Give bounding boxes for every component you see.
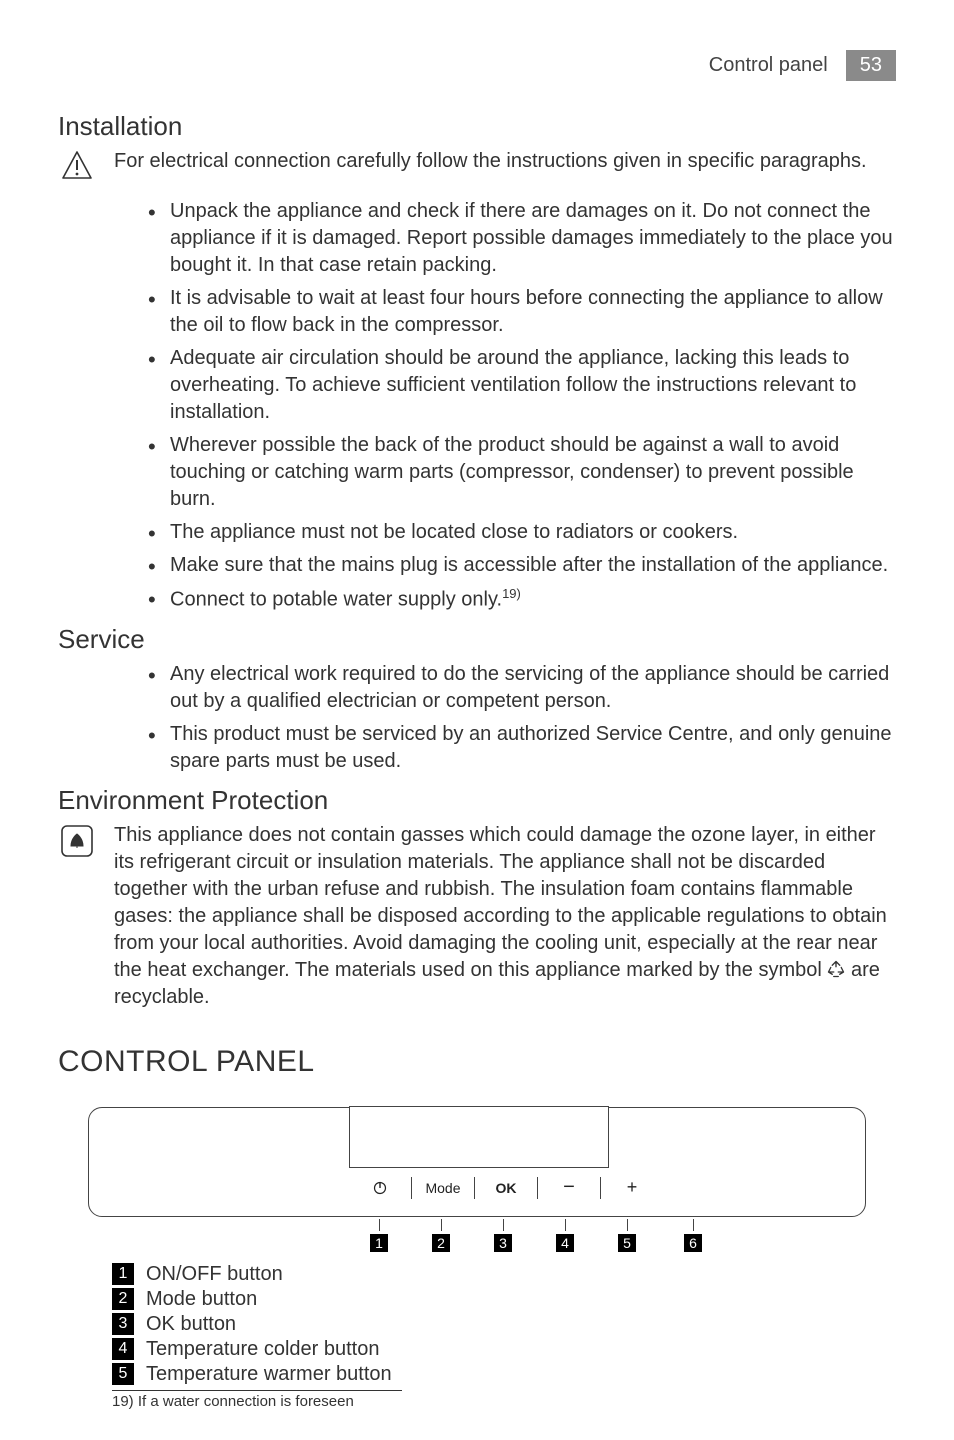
legend-num: 1 [112,1263,134,1285]
recycle-icon [827,959,845,981]
legend-row: 4 Temperature colder button [112,1338,896,1361]
diagram-label: 3 [472,1219,534,1252]
connector-line [663,1216,708,1218]
list-item: Wherever possible the back of the produc… [148,432,896,513]
diagram-label: 1 [348,1219,410,1252]
installation-intro-block: For electrical connection carefully foll… [58,148,896,180]
page-header: Control panel 53 [58,50,896,81]
footnote: 19) If a water connection is foreseen [112,1393,896,1410]
legend-row: 3 OK button [112,1313,896,1336]
label-num: 1 [370,1234,388,1252]
list-item: Connect to potable water supply only.19) [148,585,896,614]
header-title: Control panel [709,54,828,77]
environment-block: This appliance does not contain gasses w… [58,822,896,1011]
ok-button: OK [475,1172,537,1204]
environment-icon [58,822,96,858]
environment-heading: Environment Protection [58,785,896,816]
legend-text: Temperature colder button [146,1338,379,1361]
service-bullets: Any electrical work required to do the s… [58,661,896,775]
control-panel-heading: CONTROL PANEL [58,1045,896,1079]
list-item: Any electrical work required to do the s… [148,661,896,715]
legend-num: 2 [112,1288,134,1310]
legend-text: Mode button [146,1288,257,1311]
diagram-label: 5 [596,1219,658,1252]
power-icon [373,1181,387,1195]
list-item: The appliance must not be located close … [148,519,896,546]
page-number: 53 [846,50,896,81]
diagram-label: 2 [410,1219,472,1252]
list-item: It is advisable to wait at least four ho… [148,285,896,339]
list-item: This product must be serviced by an auth… [148,721,896,775]
list-item-text: Connect to potable water supply only. [170,589,502,611]
env-text-before: This appliance does not contain gasses w… [114,824,887,981]
panel-outline: Mode OK − + [88,1107,866,1217]
footnote-rule [112,1390,402,1391]
environment-text: This appliance does not contain gasses w… [114,822,896,1011]
mode-button: Mode [412,1172,474,1204]
diagram-label: 4 [534,1219,596,1252]
warning-icon [58,148,96,180]
label-num: 2 [432,1234,450,1252]
installation-bullets: Unpack the appliance and check if there … [58,198,896,614]
control-panel-legend: 1 ON/OFF button 2 Mode button 3 OK butto… [112,1263,896,1386]
installation-heading: Installation [58,111,896,142]
label-num: 3 [494,1234,512,1252]
power-button [349,1172,411,1204]
footnote-marker: 19) [502,586,521,601]
diagram-label: 6 [684,1219,702,1252]
installation-intro-text: For electrical connection carefully foll… [114,148,896,175]
button-row: Mode OK − + [349,1172,663,1204]
label-num: 4 [556,1234,574,1252]
plus-button: + [601,1172,663,1204]
diagram-label-row: 1 2 3 4 5 [348,1219,658,1252]
label-num: 6 [684,1234,702,1252]
legend-num: 4 [112,1338,134,1360]
label-num: 5 [618,1234,636,1252]
legend-row: 2 Mode button [112,1288,896,1311]
legend-text: ON/OFF button [146,1263,283,1286]
legend-num: 3 [112,1313,134,1335]
legend-num: 5 [112,1363,134,1385]
legend-text: Temperature warmer button [146,1363,392,1386]
display-window [349,1106,609,1168]
list-item: Make sure that the mains plug is accessi… [148,552,896,579]
legend-row: 1 ON/OFF button [112,1263,896,1286]
legend-row: 5 Temperature warmer button [112,1363,896,1386]
list-item: Adequate air circulation should be aroun… [148,345,896,426]
service-heading: Service [58,624,896,655]
control-panel-diagram: Mode OK − + 1 2 3 [88,1107,866,1217]
legend-text: OK button [146,1313,236,1336]
list-item: Unpack the appliance and check if there … [148,198,896,279]
minus-button: − [538,1172,600,1204]
